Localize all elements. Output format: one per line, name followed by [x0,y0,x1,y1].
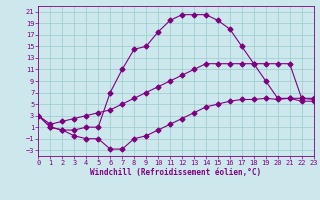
X-axis label: Windchill (Refroidissement éolien,°C): Windchill (Refroidissement éolien,°C) [91,168,261,177]
